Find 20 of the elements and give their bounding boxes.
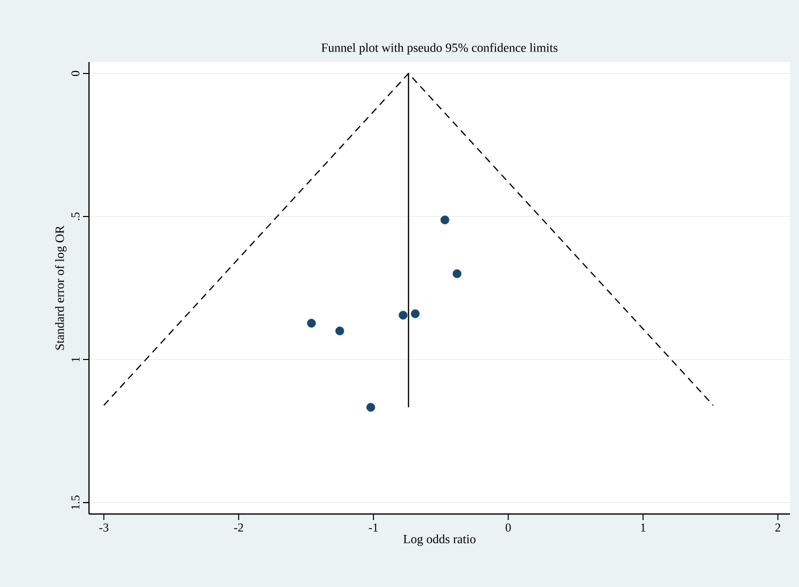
chart-title: Funnel plot with pseudo 95% confidence limits	[321, 43, 558, 54]
x-tick-label: 0	[506, 524, 511, 532]
y-tick-label: 1	[72, 357, 80, 362]
x-tick-label: 1	[641, 524, 646, 532]
point	[335, 326, 344, 336]
x-tick-label: 2	[775, 524, 780, 532]
point	[307, 318, 316, 328]
x-tick-label: -1	[368, 524, 378, 532]
x-tick-label: -3	[99, 524, 108, 532]
y-tick-label: 1.5	[71, 496, 80, 510]
y-tick-label: 0	[71, 70, 80, 76]
point	[452, 269, 462, 278]
x-tick-label: -2	[234, 524, 243, 532]
x-axis-title: Log odds ratio	[403, 534, 476, 546]
point	[366, 402, 376, 412]
point	[440, 216, 450, 224]
point	[398, 310, 408, 320]
point	[410, 309, 420, 318]
y-tick-label: .5	[71, 212, 80, 220]
y-axis-title: Standard error of log OR	[55, 226, 67, 350]
